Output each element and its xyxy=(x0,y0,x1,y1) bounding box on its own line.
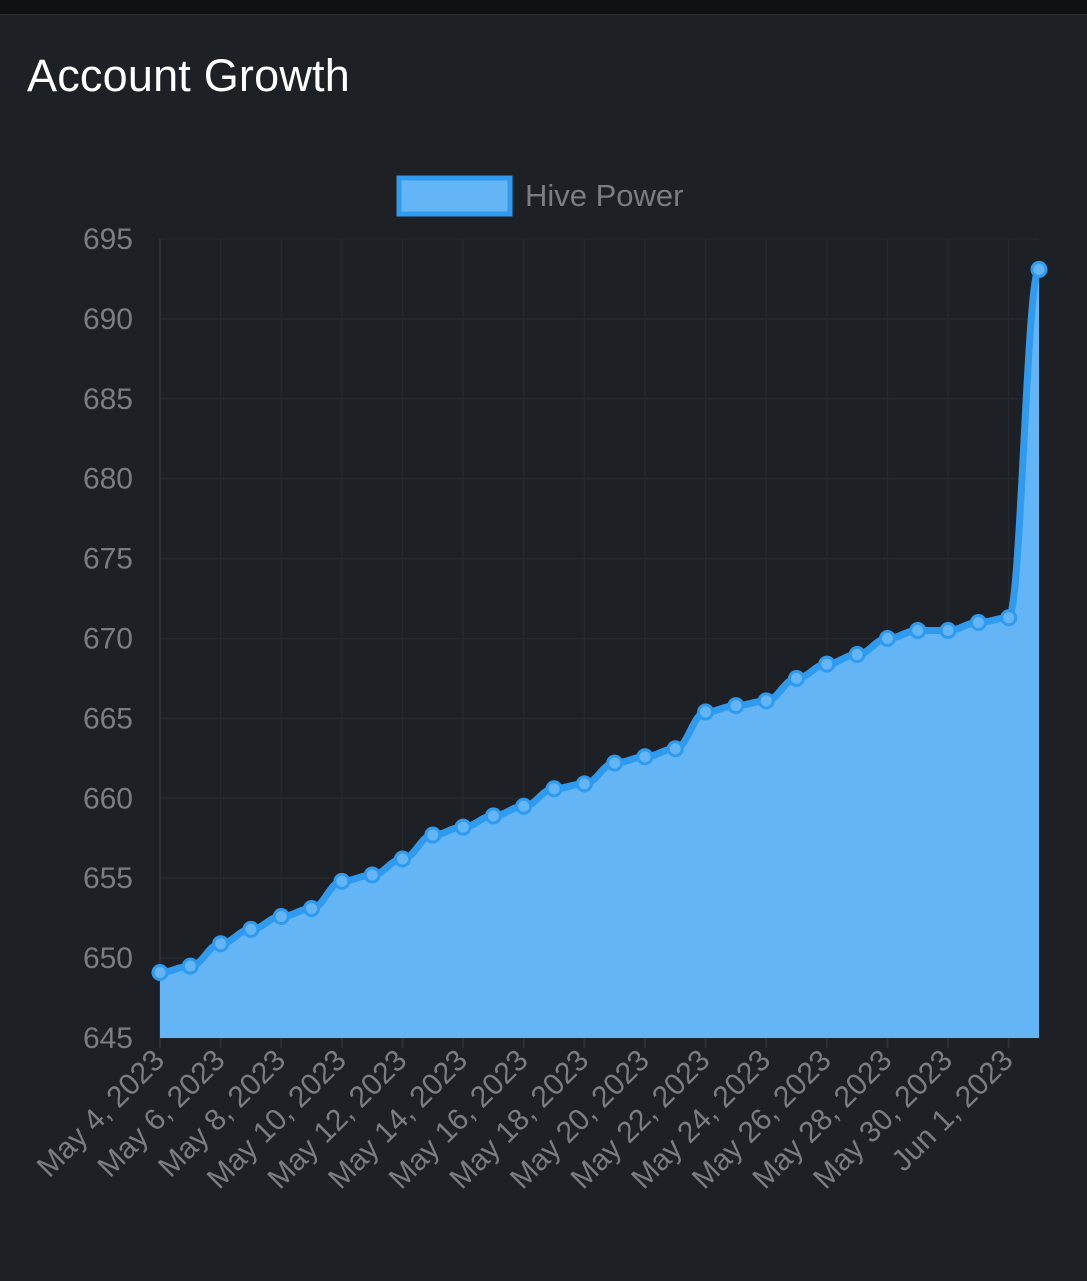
chart-title: Account Growth xyxy=(27,50,350,101)
y-axis-ticks: 645 650 655 660 665 670 675 680 685 690 695 xyxy=(83,223,133,1055)
y-tick-label: 680 xyxy=(83,463,133,496)
data-point[interactable] xyxy=(545,780,563,798)
data-point[interactable] xyxy=(242,920,260,938)
data-point[interactable] xyxy=(636,748,654,766)
legend-swatch xyxy=(396,175,513,217)
data-point[interactable] xyxy=(969,614,987,632)
y-tick-label: 650 xyxy=(83,942,133,975)
data-point[interactable] xyxy=(272,908,290,926)
hive-power-area xyxy=(160,269,1039,1038)
data-point[interactable] xyxy=(515,797,533,815)
data-point[interactable] xyxy=(697,703,715,721)
data-point[interactable] xyxy=(393,850,411,868)
data-point[interactable] xyxy=(788,669,806,687)
data-point[interactable] xyxy=(878,630,896,647)
y-tick-label: 695 xyxy=(83,223,133,256)
y-tick-label: 665 xyxy=(83,702,133,735)
data-point[interactable] xyxy=(848,645,866,663)
data-point[interactable] xyxy=(575,775,593,793)
data-point[interactable] xyxy=(727,697,745,715)
data-point[interactable] xyxy=(212,935,230,953)
area-layer xyxy=(159,265,1043,1038)
data-point[interactable] xyxy=(939,622,957,640)
data-point[interactable] xyxy=(454,818,472,836)
data-point[interactable] xyxy=(666,740,684,758)
legend-label: Hive Power xyxy=(525,178,684,213)
data-point[interactable] xyxy=(1030,260,1048,278)
top-bar xyxy=(0,0,1087,14)
data-point[interactable] xyxy=(363,866,381,884)
data-point[interactable] xyxy=(303,900,321,918)
data-point[interactable] xyxy=(909,622,927,640)
data-point[interactable] xyxy=(606,754,624,772)
data-point[interactable] xyxy=(818,655,836,673)
points-layer xyxy=(151,260,1048,981)
data-point[interactable] xyxy=(424,826,442,844)
data-point[interactable] xyxy=(484,807,502,825)
y-tick-label: 655 xyxy=(83,862,133,895)
y-tick-label: 670 xyxy=(83,623,133,656)
y-tick-label: 660 xyxy=(83,782,133,815)
data-point[interactable] xyxy=(333,872,351,890)
y-tick-label: 645 xyxy=(83,1022,133,1055)
y-tick-label: 685 xyxy=(83,383,133,416)
y-tick-label: 690 xyxy=(83,303,133,336)
data-point[interactable] xyxy=(181,957,199,975)
y-tick-label: 675 xyxy=(83,543,133,576)
data-point[interactable] xyxy=(151,963,169,981)
data-point[interactable] xyxy=(757,692,775,710)
legend[interactable]: Hive Power xyxy=(396,175,684,217)
data-point[interactable] xyxy=(1000,609,1018,627)
